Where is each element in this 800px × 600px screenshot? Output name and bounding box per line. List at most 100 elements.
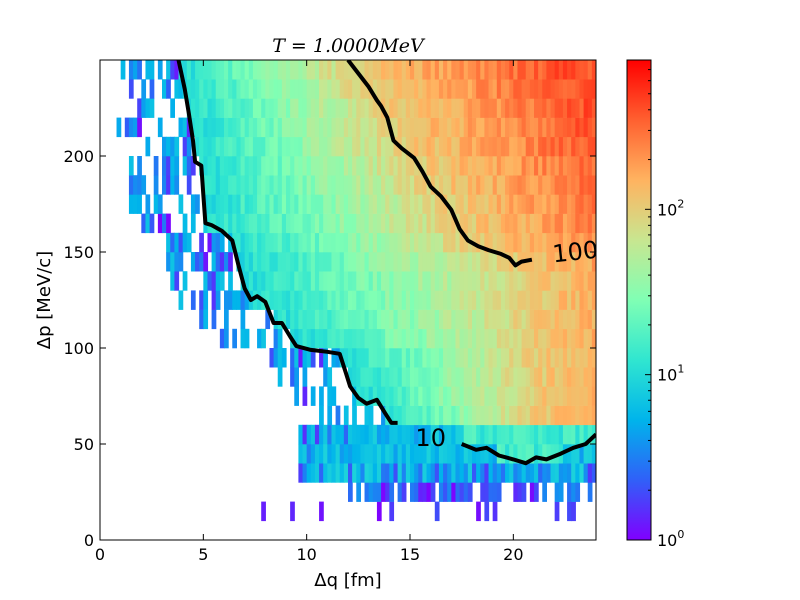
heatmap-cell: [472, 309, 477, 330]
heatmap-cell: [314, 328, 320, 349]
heatmap-cell: [500, 424, 506, 445]
heatmap-cell: [372, 156, 378, 176]
heatmap-cell: [459, 482, 465, 502]
heatmap-cell: [265, 136, 271, 157]
heatmap-cell: [587, 367, 593, 387]
heatmap-cell: [542, 98, 547, 118]
heatmap-cell: [451, 79, 457, 99]
heatmap-cell: [538, 252, 543, 272]
heatmap-cell: [492, 79, 498, 99]
heatmap-cell: [290, 271, 295, 291]
heatmap-cell: [480, 194, 485, 214]
heatmap-cell: [422, 328, 428, 349]
heatmap-cell: [517, 175, 523, 195]
heatmap-cell: [500, 213, 506, 234]
heatmap-cell: [381, 232, 386, 253]
heatmap-cell: [558, 175, 564, 195]
heatmap-cell: [480, 424, 485, 445]
heatmap-cell: [438, 405, 444, 426]
heatmap-cell: [583, 309, 589, 330]
heatmap-cell: [401, 213, 407, 234]
heatmap-cell: [567, 328, 572, 349]
heatmap-cell: [232, 156, 237, 176]
heatmap-cell: [472, 348, 477, 368]
heatmap-cell: [463, 309, 469, 330]
heatmap-cell: [538, 175, 543, 195]
heatmap-cell: [467, 136, 473, 157]
heatmap-cell: [455, 156, 461, 176]
heatmap-cell: [368, 482, 374, 502]
heatmap-cell: [558, 232, 564, 253]
heatmap-cell: [492, 328, 498, 349]
heatmap-cell: [265, 156, 271, 176]
heatmap-cell: [525, 424, 531, 445]
heatmap-cell: [265, 175, 271, 195]
heatmap-cell: [339, 271, 345, 291]
heatmap-cell: [422, 386, 428, 406]
heatmap-cell: [414, 271, 419, 291]
heatmap-cell: [273, 194, 279, 214]
heatmap-cell: [505, 175, 510, 195]
heatmap-cell: [558, 213, 564, 234]
heatmap-cell: [579, 424, 585, 445]
heatmap-cell: [534, 79, 539, 99]
heatmap-cell: [327, 194, 333, 214]
heatmap-cell: [525, 463, 531, 483]
heatmap-cell: [521, 194, 527, 214]
heatmap-cell: [248, 232, 254, 253]
heatmap-cell: [269, 98, 275, 118]
heatmap-cell: [484, 482, 490, 502]
heatmap-cell: [591, 348, 596, 368]
heatmap-cell: [488, 348, 494, 368]
heatmap-cell: [492, 501, 498, 522]
heatmap-cell: [348, 271, 353, 291]
heatmap-cell: [405, 309, 411, 330]
heatmap-cell: [430, 156, 436, 176]
heatmap-cell: [211, 175, 217, 195]
heatmap-cell: [534, 482, 539, 502]
heatmap-cell: [343, 79, 349, 99]
heatmap-cell: [252, 213, 258, 234]
heatmap-cell: [190, 252, 196, 272]
heatmap-cell: [331, 117, 337, 138]
heatmap-cell: [554, 290, 560, 310]
heatmap-cell: [343, 175, 349, 195]
heatmap-cell: [331, 328, 337, 349]
heatmap-cell: [426, 156, 432, 176]
heatmap-cell: [554, 463, 560, 483]
heatmap-cell: [323, 117, 328, 138]
heatmap-cell: [376, 136, 382, 157]
heatmap-cell: [273, 156, 279, 176]
heatmap-cell: [509, 156, 514, 176]
heatmap-cell: [476, 98, 481, 118]
heatmap-cell: [257, 252, 262, 272]
heatmap-cell: [240, 252, 246, 272]
heatmap-cell: [224, 79, 229, 99]
heatmap-cell: [368, 463, 374, 483]
heatmap-cell: [451, 309, 457, 330]
heatmap-cell: [583, 213, 589, 234]
heatmap-cell: [401, 136, 407, 157]
heatmap-cell: [434, 156, 440, 176]
heatmap-cell: [562, 136, 568, 157]
heatmap-cell: [505, 117, 510, 138]
heatmap-cell: [534, 271, 539, 291]
heatmap-cell: [459, 175, 465, 195]
heatmap-cell: [562, 60, 568, 80]
heatmap-cell: [550, 424, 556, 445]
heatmap-cell: [211, 309, 217, 330]
heatmap-cell: [459, 367, 465, 387]
heatmap-cell: [228, 117, 233, 138]
heatmap-cell: [162, 175, 167, 195]
heatmap-cell: [434, 328, 440, 349]
heatmap-cell: [277, 252, 283, 272]
heatmap-cell: [583, 117, 589, 138]
heatmap-cell: [389, 252, 395, 272]
heatmap-cell: [405, 367, 411, 387]
heatmap-cell: [558, 194, 564, 214]
heatmap-cell: [484, 117, 490, 138]
heatmap-cell: [443, 271, 448, 291]
heatmap-cell: [567, 213, 572, 234]
heatmap-cell: [554, 386, 560, 406]
heatmap-cell: [348, 290, 353, 310]
